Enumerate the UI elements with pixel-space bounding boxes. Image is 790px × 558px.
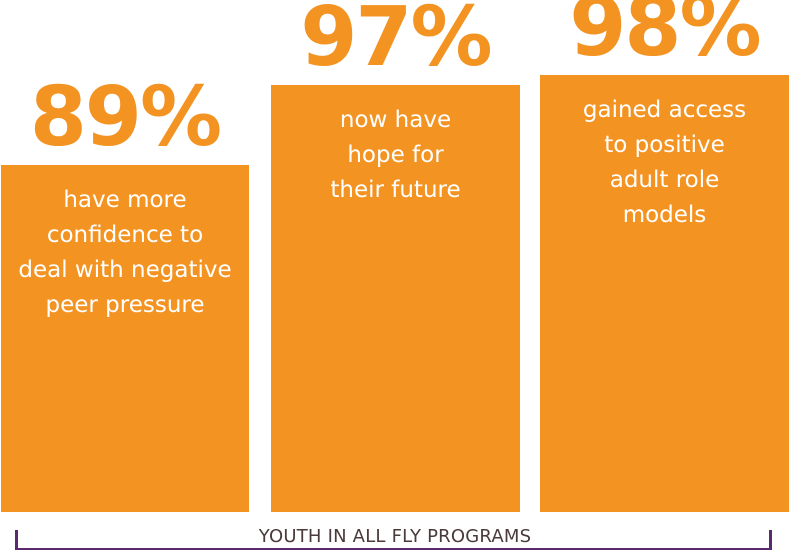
category-label-line: to positive <box>604 132 725 158</box>
bar: have more confidence to deal with negative… <box>1 165 249 512</box>
value-label: 98% <box>569 0 761 75</box>
category-label: gained access to positive adult role models <box>544 93 785 233</box>
x-axis-label: YOUTH IN ALL FLY PROGRAMS <box>258 526 532 547</box>
category-label-line: gained access <box>582 97 747 123</box>
x-axis-bracket <box>15 530 772 550</box>
category-label: now have hope for their future <box>275 103 516 208</box>
category-label-line: deal with negative <box>18 257 232 283</box>
bar: now have hope for their future <box>271 85 520 512</box>
category-label-line: now have <box>339 107 452 133</box>
category-label-line: their future <box>330 177 461 203</box>
bar-group-2: 97% now have hope for their future <box>271 0 520 512</box>
category-label-line: hope for <box>347 142 444 168</box>
bar-group-1: 89% have more confidence to deal with negat… <box>1 0 249 512</box>
category-label-line: peer pressure <box>45 292 205 318</box>
bar: gained access to positive adult role models <box>540 75 789 512</box>
category-label-line: have more <box>63 187 187 213</box>
category-label: have more confidence to deal with negative… <box>5 183 245 323</box>
category-label-line: confidence to <box>46 222 204 248</box>
bar-group-3: 98% gained access to positive adult role mod… <box>540 0 789 512</box>
category-label-line: models <box>622 202 707 228</box>
value-label: 97% <box>300 0 492 85</box>
category-label-line: adult role <box>609 167 720 193</box>
value-label: 89% <box>29 70 222 165</box>
